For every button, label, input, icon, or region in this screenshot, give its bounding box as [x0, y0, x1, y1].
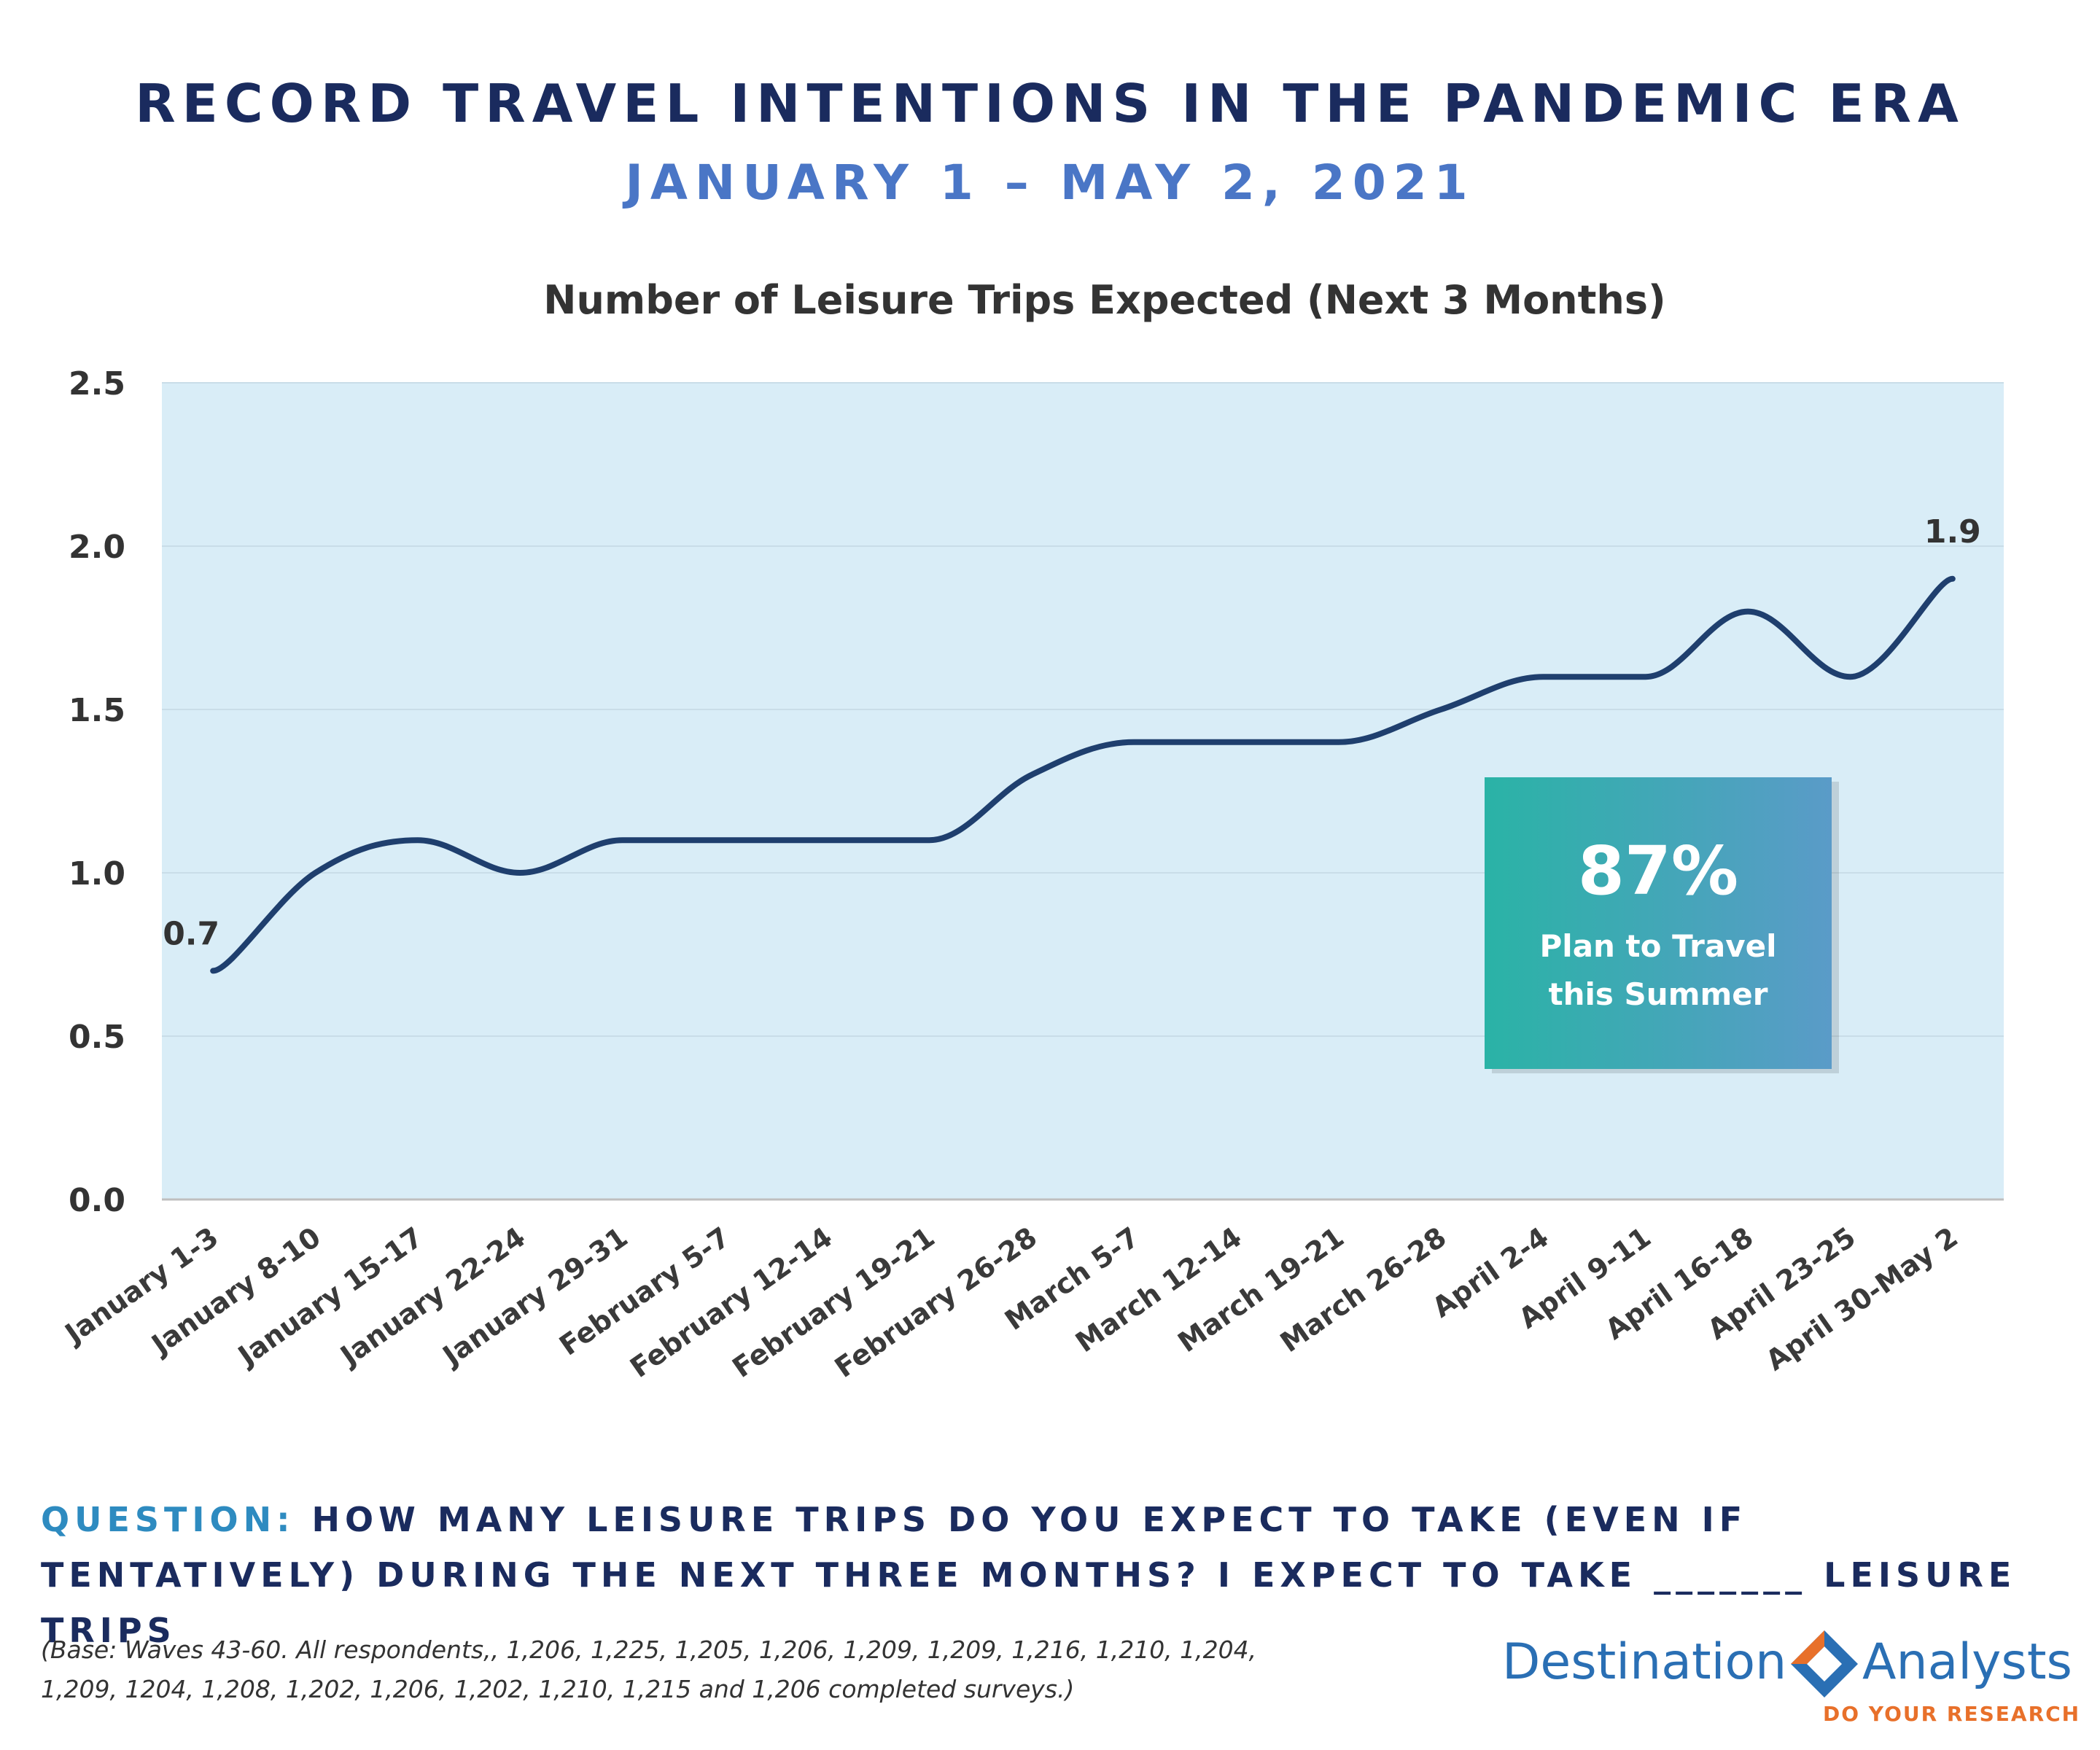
chart-title: Number of Leisure Trips Expected (Next 3… — [543, 277, 1665, 323]
y-tick-label: 0.5 — [69, 1019, 125, 1056]
base-note-line-1: (Base: Waves 43-60. All respondents,, 1,… — [41, 1636, 1257, 1664]
question-text: HOW MANY LEISURE TRIPS DO YOU EXPECT TO … — [41, 1500, 2017, 1650]
y-tick-label: 1.5 — [69, 692, 125, 729]
series-line — [210, 575, 1956, 974]
logo-name-right: Analysts — [1862, 1633, 2072, 1691]
callout-box: 87% Plan to Travel this Summer — [1485, 777, 1839, 1073]
page-title: RECORD TRAVEL INTENTIONS IN THE PANDEMIC… — [135, 73, 1965, 134]
base-note: (Base: Waves 43-60. All respondents,, 1,… — [41, 1630, 1426, 1709]
y-tick-label: 2.0 — [69, 529, 125, 566]
line-chart: Number of Leisure Trips Expected (Next 3… — [58, 277, 2004, 1384]
y-tick-label: 0.0 — [69, 1182, 125, 1219]
callout-value: 87% — [1578, 832, 1738, 910]
x-tick-label: January 22-24 — [333, 1221, 532, 1373]
x-tick-label: January 15-17 — [230, 1221, 429, 1373]
x-tick-label: April 30-May 2 — [1760, 1221, 1964, 1377]
data-label: 0.7 — [163, 915, 219, 952]
callout-line-2: this Summer — [1549, 976, 1768, 1012]
y-tick-label: 2.5 — [69, 365, 125, 402]
base-note-line-2: 1,209, 1204, 1,208, 1,202, 1,206, 1,202,… — [41, 1675, 1075, 1703]
page-subtitle: JANUARY 1 – MAY 2, 2021 — [625, 155, 1475, 211]
y-tick-label: 1.0 — [69, 855, 125, 892]
logo-tagline: DO YOUR RESEARCH — [1823, 1702, 2081, 1726]
survey-question: QUESTION: HOW MANY LEISURE TRIPS DO YOU … — [41, 1492, 2075, 1658]
x-tick-label: February 5-7 — [553, 1221, 736, 1361]
logo-name-left: Destination — [1502, 1633, 1787, 1691]
data-label: 1.9 — [1924, 513, 1981, 551]
question-label: QUESTION: — [41, 1500, 295, 1539]
callout-line-1: Plan to Travel — [1540, 928, 1777, 964]
destination-analysts-logo: Destination Analysts DO YOUR RESEARCH — [1502, 1626, 2085, 1735]
x-tick-label: January 8-10 — [144, 1221, 327, 1361]
x-tick-label: January 29-31 — [435, 1221, 634, 1373]
diamond-logo-icon — [1791, 1630, 1858, 1698]
